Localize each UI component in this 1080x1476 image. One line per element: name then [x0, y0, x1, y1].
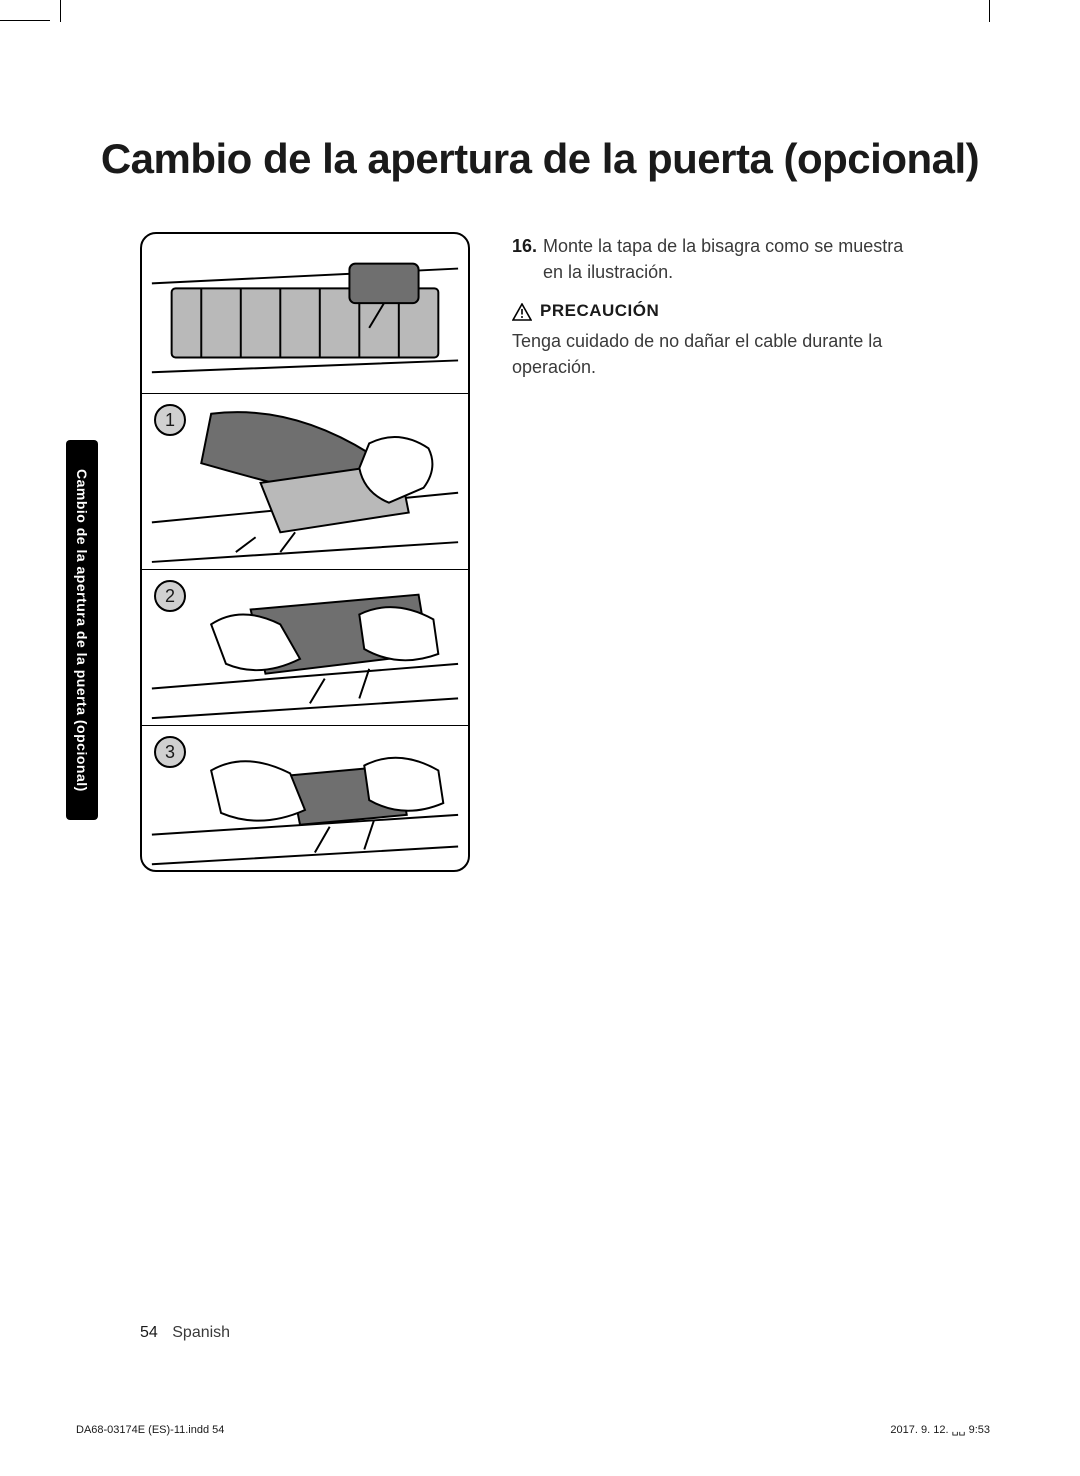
page-number: 54 — [140, 1324, 158, 1341]
step-badge: 1 — [154, 404, 186, 436]
page-language: Spanish — [172, 1324, 230, 1341]
step-text: Monte la tapa de la bisagra como se mues… — [543, 233, 912, 285]
step-number: 16. — [512, 233, 537, 285]
press-cover-step2-icon — [142, 570, 468, 724]
figure-panel: 2 — [142, 570, 468, 726]
instruction-text-block: 16. Monte la tapa de la bisagra como se … — [512, 233, 912, 380]
crop-mark — [0, 20, 50, 21]
caution-body: Tenga cuidado de no dañar el cable duran… — [512, 328, 912, 380]
hinge-top-view-icon — [142, 234, 468, 392]
insert-cover-step1-icon — [142, 394, 468, 568]
figure-panel: 1 — [142, 394, 468, 570]
figure-panel — [142, 234, 468, 394]
page-title: Cambio de la apertura de la puerta (opci… — [0, 135, 1080, 183]
snap-cover-step3-icon — [142, 726, 468, 872]
figure-panel: 3 — [142, 726, 468, 872]
print-meta-timestamp: 2017. 9. 12. ␣␣ 9:53 — [890, 1423, 990, 1436]
section-tab-label: Cambio de la apertura de la puerta (opci… — [74, 469, 90, 792]
crop-mark — [60, 0, 61, 22]
print-meta-filename: DA68-03174E (ES)-11.indd 54 — [76, 1424, 224, 1436]
section-tab: Cambio de la apertura de la puerta (opci… — [66, 440, 98, 820]
step-badge: 3 — [154, 736, 186, 768]
warning-icon — [512, 303, 532, 321]
instruction-figure: 1 2 3 — [140, 232, 470, 872]
caution-label: PRECAUCIÓN — [540, 299, 659, 324]
step-badge: 2 — [154, 580, 186, 612]
page-footer: 54 Spanish — [140, 1324, 230, 1342]
crop-mark — [989, 0, 990, 22]
